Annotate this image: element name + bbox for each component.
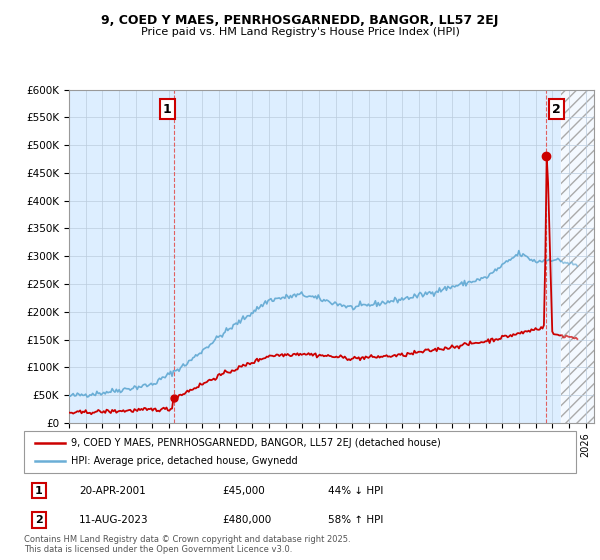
Text: 20-APR-2001: 20-APR-2001 bbox=[79, 486, 146, 496]
Text: 9, COED Y MAES, PENRHOSGARNEDD, BANGOR, LL57 2EJ (detached house): 9, COED Y MAES, PENRHOSGARNEDD, BANGOR, … bbox=[71, 438, 440, 448]
Bar bbox=[560, 90, 594, 423]
Bar bbox=[560, 90, 594, 423]
Text: Contains HM Land Registry data © Crown copyright and database right 2025.
This d: Contains HM Land Registry data © Crown c… bbox=[24, 535, 350, 554]
Text: 2: 2 bbox=[553, 102, 561, 115]
Text: HPI: Average price, detached house, Gwynedd: HPI: Average price, detached house, Gwyn… bbox=[71, 456, 298, 466]
Text: 1: 1 bbox=[163, 102, 172, 115]
Text: 11-AUG-2023: 11-AUG-2023 bbox=[79, 515, 149, 525]
Text: 1: 1 bbox=[35, 486, 43, 496]
Text: 9, COED Y MAES, PENRHOSGARNEDD, BANGOR, LL57 2EJ: 9, COED Y MAES, PENRHOSGARNEDD, BANGOR, … bbox=[101, 14, 499, 27]
FancyBboxPatch shape bbox=[24, 431, 576, 473]
Text: 2: 2 bbox=[35, 515, 43, 525]
Text: £480,000: £480,000 bbox=[223, 515, 272, 525]
Text: £45,000: £45,000 bbox=[223, 486, 265, 496]
Bar bbox=[560, 90, 594, 423]
Text: 44% ↓ HPI: 44% ↓ HPI bbox=[328, 486, 383, 496]
Text: 58% ↑ HPI: 58% ↑ HPI bbox=[328, 515, 383, 525]
Text: Price paid vs. HM Land Registry's House Price Index (HPI): Price paid vs. HM Land Registry's House … bbox=[140, 27, 460, 37]
